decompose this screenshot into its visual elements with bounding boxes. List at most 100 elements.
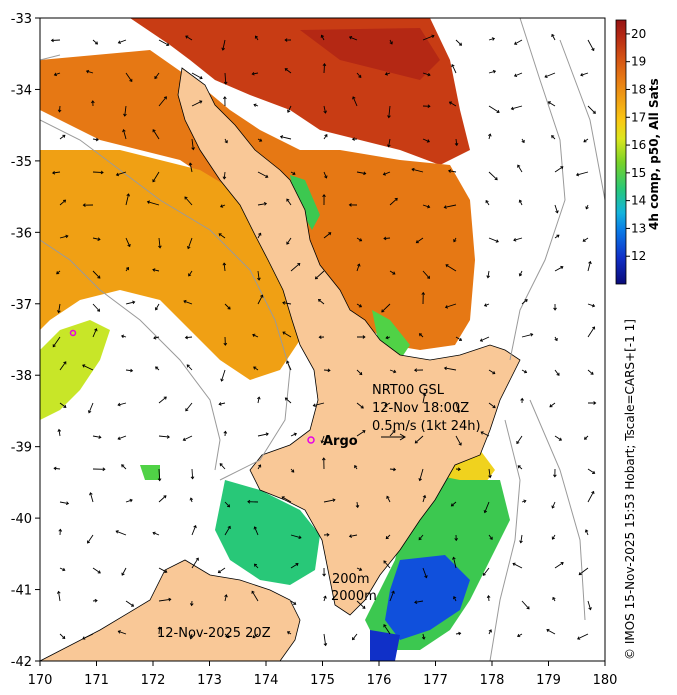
current-arrow (152, 129, 160, 140)
current-arrow-head (53, 466, 57, 471)
current-arrow-head (591, 303, 596, 308)
current-arrow-head (560, 562, 564, 566)
current-arrow-head (552, 596, 556, 601)
current-arrow-head (323, 595, 327, 599)
current-arrow-head (52, 344, 56, 348)
current-arrow (152, 171, 160, 182)
current-arrow-head (332, 498, 336, 502)
current-arrow-head (517, 164, 521, 168)
current-arrow-head (91, 100, 95, 104)
current-arrow (183, 435, 193, 441)
colorbar-tick-label: 20 (631, 27, 646, 41)
current-arrow (511, 105, 523, 110)
current-arrow (224, 594, 227, 602)
current-arrow-head (427, 72, 431, 77)
current-arrow (349, 534, 358, 537)
current-arrow-head (352, 96, 356, 100)
current-arrow-head (58, 528, 63, 532)
current-arrow-head (57, 428, 62, 432)
current-arrow-head (415, 240, 419, 244)
colorbar: 20 19 18 17 16 15 14 13 12 4h comp, p50, All Sat… (615, 19, 661, 285)
current-arrow (422, 495, 426, 503)
current-arrow-head (224, 594, 228, 598)
current-arrow (422, 72, 431, 76)
current-arrow (92, 328, 97, 338)
current-arrow (516, 435, 523, 444)
current-arrow (551, 501, 556, 509)
current-arrow (59, 402, 67, 408)
current-arrow (147, 201, 160, 206)
current-arrow (254, 563, 259, 569)
current-arrow-head (155, 366, 159, 370)
current-arrow-head (520, 397, 524, 401)
current-arrow (554, 435, 562, 441)
current-arrow (389, 270, 396, 275)
current-arrow (222, 39, 226, 51)
current-arrow-head (321, 457, 326, 461)
current-arrow-head (383, 624, 387, 628)
current-arrow (356, 171, 366, 175)
current-arrow-head (121, 572, 125, 576)
current-arrow-head (454, 537, 458, 542)
current-arrow (59, 134, 66, 140)
current-arrow (521, 600, 530, 610)
current-arrow-head (352, 637, 356, 641)
current-arrow-head (324, 175, 328, 179)
current-arrow (388, 138, 391, 147)
current-arrow (158, 598, 171, 602)
current-arrow (418, 534, 424, 540)
current-arrow (224, 72, 227, 85)
current-arrow (58, 303, 61, 313)
current-arrow (191, 138, 194, 150)
current-arrow (356, 430, 366, 437)
current-arrow (252, 633, 259, 639)
y-tick-label: -40 (11, 512, 32, 527)
colorbar-tick-label: 13 (631, 221, 646, 235)
colorbar-tick-label: 19 (631, 55, 646, 69)
x-tick-label: 178 (480, 673, 505, 688)
current-arrow-head (328, 232, 332, 236)
current-arrow (587, 468, 595, 474)
current-arrow (519, 200, 523, 206)
current-arrow-head (53, 72, 58, 77)
current-arrow-head (132, 300, 136, 305)
current-arrow (318, 299, 325, 305)
current-arrow-head (185, 35, 189, 39)
current-arrow-head (453, 239, 457, 243)
current-arrow (445, 303, 457, 308)
current-arrow (546, 629, 556, 635)
current-arrow (488, 133, 491, 140)
current-arrow-head (317, 298, 322, 303)
y-tick-label: -35 (11, 155, 32, 170)
current-arrow (416, 237, 424, 244)
current-arrow-head (284, 68, 288, 72)
current-arrow-head (94, 328, 98, 332)
current-arrow (285, 397, 292, 404)
current-arrow (92, 303, 100, 312)
current-arrow-head (480, 431, 484, 435)
current-arrow-head (117, 402, 121, 407)
current-arrow-head (392, 271, 396, 275)
current-vectors (50, 33, 597, 647)
current-arrow-head (553, 307, 557, 311)
current-arrow (125, 193, 130, 206)
current-arrow (59, 567, 65, 571)
current-arrow (219, 402, 226, 405)
current-arrow-head (95, 137, 99, 142)
current-arrow-head (259, 138, 263, 142)
current-arrow (512, 563, 523, 569)
current-arrow (158, 468, 161, 481)
current-arrow (125, 600, 134, 607)
current-arrow (455, 336, 462, 341)
current-arrow-head (549, 404, 553, 408)
current-arrow (257, 433, 269, 437)
current-arrow-head (94, 41, 99, 45)
current-arrow-head (222, 262, 227, 266)
current-arrow-head (358, 74, 362, 78)
x-tick-label: 173 (197, 673, 222, 688)
current-arrow (422, 633, 425, 640)
sst-east-blue (385, 555, 470, 640)
current-arrow-head (582, 238, 586, 242)
argo-label: Argo (323, 434, 358, 449)
current-arrow (587, 369, 594, 375)
